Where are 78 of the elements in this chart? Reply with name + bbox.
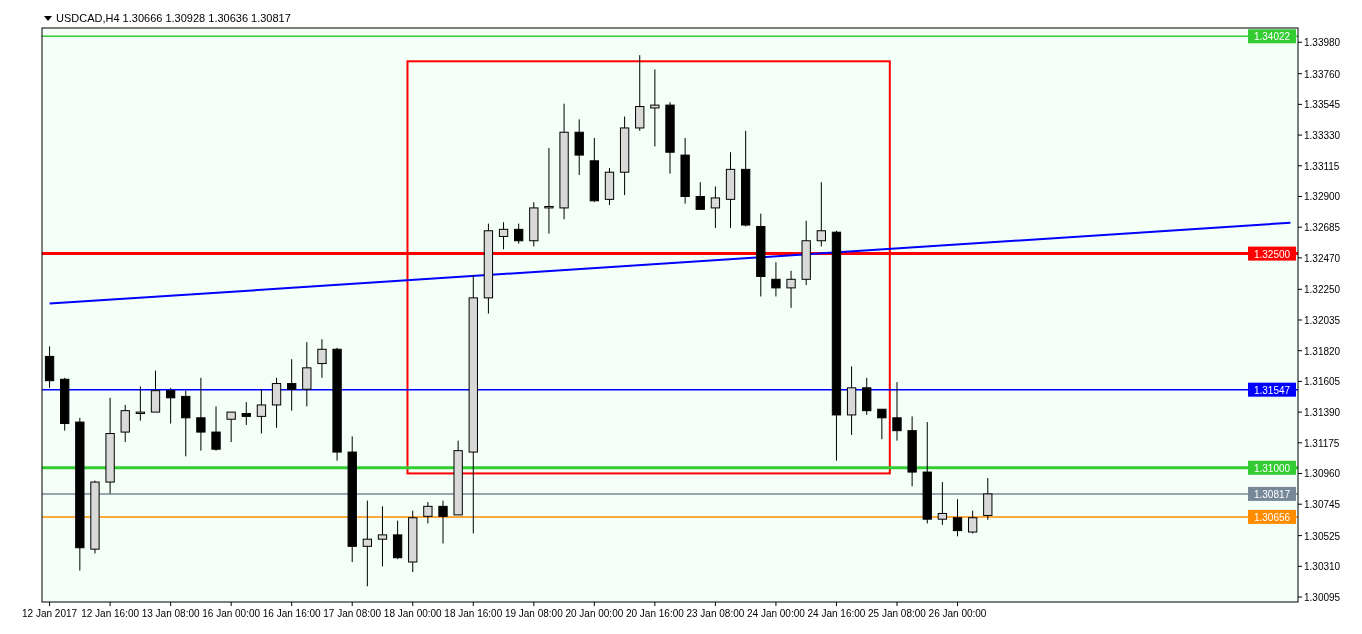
candlestick xyxy=(635,54,645,132)
y-tick-label: 1.31820 xyxy=(1304,345,1341,357)
candlestick xyxy=(514,223,524,245)
candlestick xyxy=(226,411,236,443)
ref-line-label: 1.30656 xyxy=(1253,511,1291,523)
candlestick xyxy=(937,481,948,526)
x-tick-label: 18 Jan 16:00 xyxy=(444,608,503,619)
candlestick xyxy=(302,341,312,407)
candlestick xyxy=(786,270,796,309)
x-tick-label: 24 Jan 16:00 xyxy=(807,608,866,619)
x-tick-label: 12 Jan 2017 xyxy=(22,608,78,619)
y-tick-label: 1.32250 xyxy=(1304,284,1341,296)
y-tick-label: 1.31605 xyxy=(1304,376,1341,388)
y-tick-label: 1.30745 xyxy=(1304,499,1341,511)
y-tick-label: 1.30310 xyxy=(1304,561,1341,573)
candlestick xyxy=(150,370,161,413)
x-tick-label: 26 Jan 00:00 xyxy=(928,608,987,619)
candlestick xyxy=(771,261,781,297)
candlestick xyxy=(317,338,327,379)
candlestick xyxy=(498,221,509,250)
ref-line-label: 1.32500 xyxy=(1253,248,1291,260)
candlestick xyxy=(423,501,433,524)
candlestick xyxy=(952,498,963,537)
candlestick xyxy=(196,377,206,452)
chart-title: USDCAD,H4 1.30666 1.30928 1.30636 1.30817 xyxy=(56,12,291,24)
y-tick-label: 1.33760 xyxy=(1304,68,1341,80)
candlestick xyxy=(271,377,282,429)
candlestick xyxy=(287,358,297,412)
candlestick xyxy=(256,388,267,435)
x-tick-label: 16 Jan 00:00 xyxy=(202,608,261,619)
candlestick xyxy=(892,381,902,442)
ref-line-label: 1.31547 xyxy=(1253,384,1291,396)
candlestick xyxy=(650,68,660,148)
candlestick xyxy=(135,385,146,422)
candlestick xyxy=(983,477,993,521)
x-tick-label: 16 Jan 16:00 xyxy=(262,608,322,619)
x-tick-label: 12 Jan 16:00 xyxy=(81,608,140,619)
x-tick-label: 24 Jan 00:00 xyxy=(747,608,806,619)
candlestick xyxy=(862,377,872,416)
candlestick xyxy=(574,118,584,176)
candlestick xyxy=(710,185,721,229)
candlestick xyxy=(377,505,388,567)
candlestick xyxy=(120,404,130,443)
candlestick xyxy=(392,520,403,560)
candlestick xyxy=(816,181,826,247)
y-tick-label: 1.33115 xyxy=(1304,160,1340,172)
x-tick-label: 20 Jan 16:00 xyxy=(625,608,685,619)
candlestick xyxy=(165,387,176,425)
y-tick-label: 1.31175 xyxy=(1304,437,1340,449)
y-tick-label: 1.30960 xyxy=(1304,468,1341,480)
candlestick xyxy=(181,390,191,457)
ref-line-label: 1.31000 xyxy=(1253,462,1291,474)
ref-line-label: 1.34022 xyxy=(1253,31,1291,43)
y-tick-label: 1.32900 xyxy=(1304,191,1341,203)
y-tick-label: 1.30095 xyxy=(1304,592,1341,603)
candlestick xyxy=(544,147,554,235)
ref-line-label: 1.30817 xyxy=(1253,488,1291,500)
y-tick-label: 1.33330 xyxy=(1304,130,1341,142)
y-tick-label: 1.32035 xyxy=(1304,315,1341,326)
candlestick xyxy=(877,408,887,440)
x-tick-label: 13 Jan 08:00 xyxy=(141,608,200,619)
y-tick-label: 1.30525 xyxy=(1304,530,1341,542)
y-tick-label: 1.33980 xyxy=(1304,37,1341,49)
x-tick-label: 18 Jan 00:00 xyxy=(383,608,443,619)
candlestick xyxy=(362,500,373,587)
candlestick xyxy=(211,405,221,452)
x-tick-label: 17 Jan 08:00 xyxy=(323,608,382,619)
x-tick-label: 20 Jan 00:00 xyxy=(565,608,624,619)
y-tick-label: 1.33545 xyxy=(1304,99,1341,111)
y-tick-label: 1.32470 xyxy=(1304,252,1341,264)
y-tick-label: 1.32685 xyxy=(1304,222,1341,234)
y-tick-label: 1.31390 xyxy=(1304,407,1341,419)
x-tick-label: 23 Jan 08:00 xyxy=(686,608,745,619)
candlestick xyxy=(241,401,251,426)
x-tick-label: 25 Jan 08:00 xyxy=(868,608,927,619)
candlestick xyxy=(695,181,705,210)
candlestick xyxy=(438,500,448,544)
x-tick-label: 19 Jan 08:00 xyxy=(504,608,564,619)
